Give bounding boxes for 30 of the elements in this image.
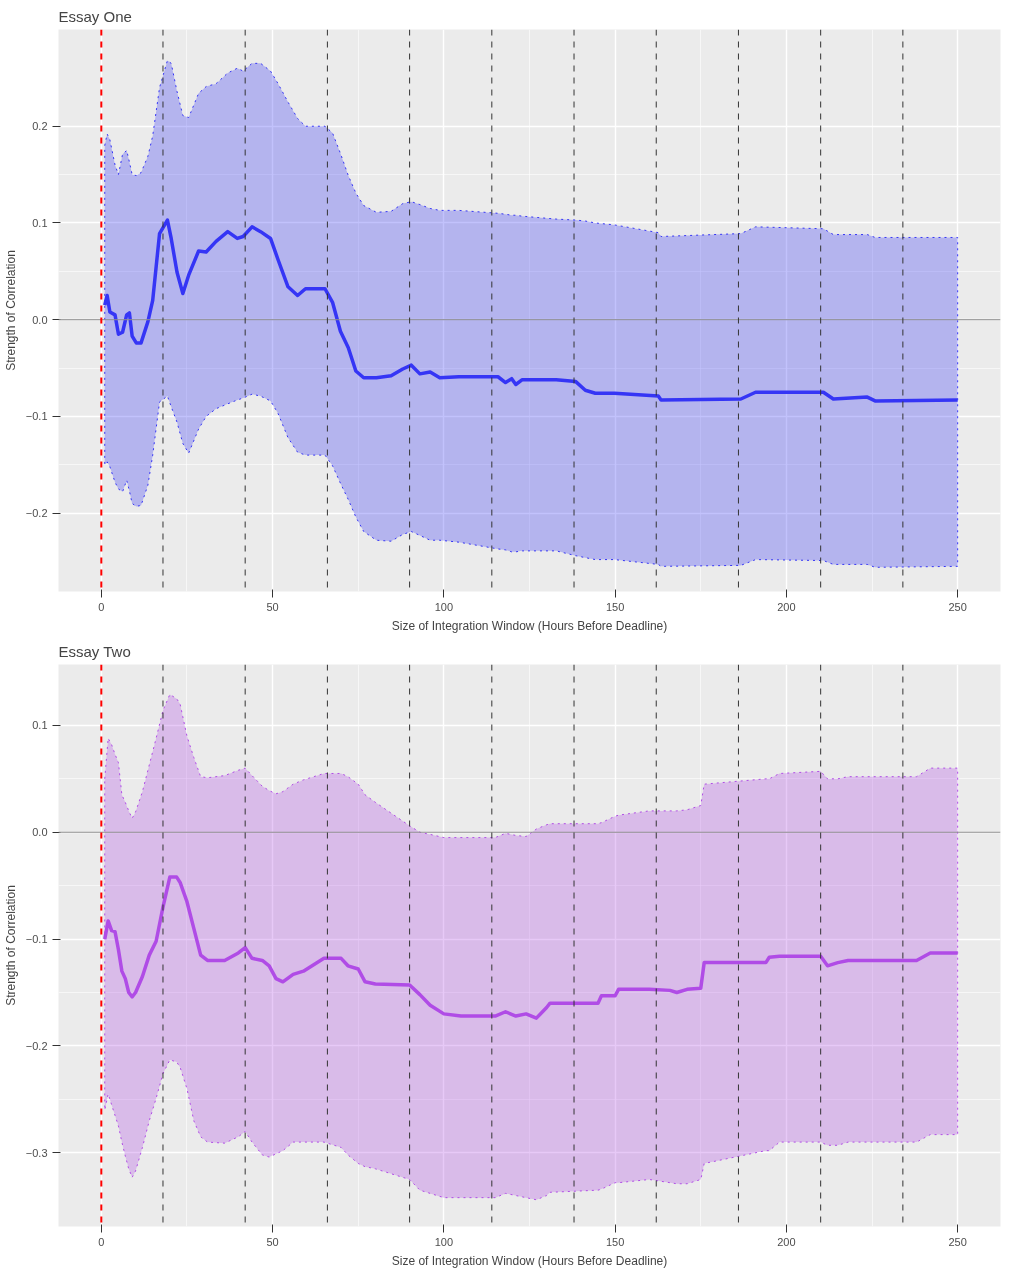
- y-tick-label: 0.0: [32, 826, 48, 839]
- x-tick-label: 50: [266, 1235, 279, 1248]
- y-tick-label: −0.1: [25, 410, 48, 423]
- x-tick-label: 200: [777, 600, 796, 613]
- x-tick-label: 0: [98, 600, 105, 613]
- chart-title: Essay Two: [58, 642, 131, 660]
- y-tick-label: 0.1: [32, 216, 48, 229]
- y-axis-title: Strength of Correlation: [3, 250, 18, 371]
- y-axis-title: Strength of Correlation: [3, 885, 18, 1006]
- line-series: [102, 218, 960, 403]
- y-tick-label: −0.1: [25, 933, 48, 946]
- chart-title: Essay One: [58, 7, 132, 25]
- x-tick-label: 200: [777, 1235, 796, 1248]
- y-tick-label: 0.0: [32, 313, 48, 326]
- x-tick-label: 150: [605, 1235, 625, 1248]
- x-axis-title: Size of Integration Window (Hours Before Deadline): [391, 618, 668, 633]
- x-tick-label: 250: [948, 600, 967, 613]
- x-tick-label: 50: [266, 600, 279, 613]
- y-tick-label: −0.3: [25, 1146, 48, 1159]
- y-tick-label: −0.2: [25, 1039, 48, 1052]
- y-tick-label: −0.2: [25, 507, 48, 520]
- y-tick-label: 0.1: [32, 719, 48, 732]
- x-tick-label: 100: [434, 600, 454, 613]
- x-tick-label: 0: [98, 1235, 105, 1248]
- x-axis-title: Size of Integration Window (Hours Before Deadline): [391, 1253, 668, 1268]
- x-tick-label: 250: [948, 1235, 967, 1248]
- x-tick-label: 100: [434, 1235, 454, 1248]
- line-series: [102, 875, 960, 1020]
- y-tick-label: 0.2: [32, 120, 48, 133]
- x-tick-label: 150: [605, 600, 625, 613]
